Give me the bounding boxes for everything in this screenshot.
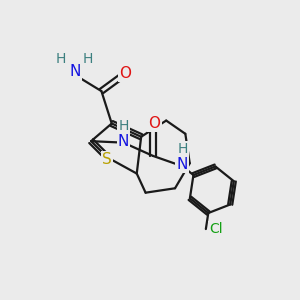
Text: O: O [119, 66, 131, 81]
Text: N: N [118, 134, 129, 149]
Text: H: H [177, 142, 188, 156]
Text: H: H [83, 52, 93, 66]
Text: N: N [69, 64, 81, 80]
Text: H: H [56, 52, 66, 66]
Text: O: O [148, 116, 160, 131]
Text: S: S [102, 152, 112, 167]
Text: Cl: Cl [209, 222, 223, 236]
Text: N: N [177, 157, 188, 172]
Text: H: H [118, 118, 129, 133]
